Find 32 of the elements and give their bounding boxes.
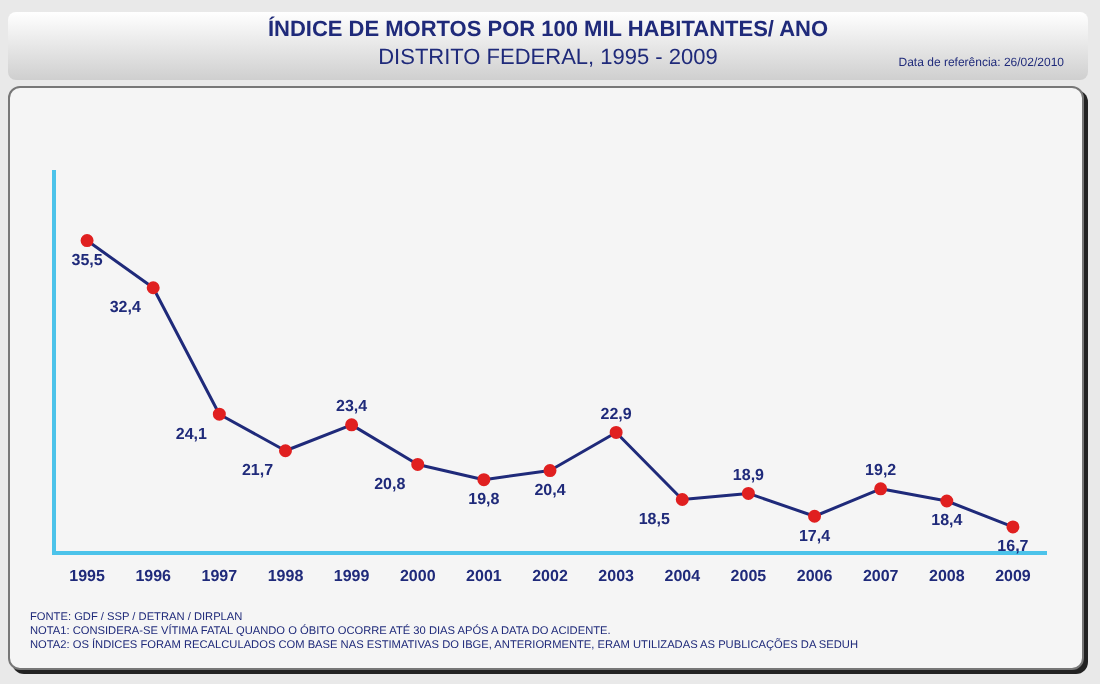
data-label: 19,2: [865, 461, 898, 480]
data-label: 19,8: [468, 490, 501, 509]
x-tick-label: 2005: [730, 566, 768, 585]
chart-title: ÍNDICE DE MORTOS POR 100 MIL HABITANTES/ ANO: [265, 18, 831, 42]
data-label: 18,5: [638, 509, 671, 528]
data-label: 22,9: [600, 404, 633, 423]
x-tick-label: 2003: [598, 566, 636, 585]
data-label: 20,8: [374, 474, 407, 493]
data-label: 23,4: [336, 397, 369, 416]
x-tick-label: 1999: [333, 566, 371, 585]
x-tick-label: 1996: [135, 566, 173, 585]
data-label: 24,1: [175, 424, 208, 443]
x-tick-label: 2002: [532, 566, 569, 585]
x-tick-label: 2009: [995, 566, 1032, 585]
data-label: 18,4: [931, 511, 964, 530]
data-label: 18,9: [732, 465, 766, 484]
x-tick-label: 2004: [664, 566, 702, 585]
data-label: 20,4: [534, 480, 567, 499]
data-label: 32,4: [109, 298, 142, 317]
x-tick-label: 1997: [201, 566, 239, 585]
x-tick-label: 1998: [267, 566, 305, 585]
x-tick-label: 1995: [69, 566, 106, 585]
x-tick-label: 2006: [796, 566, 834, 585]
data-label: 17,4: [798, 526, 832, 545]
data-label: 21,7: [241, 461, 275, 480]
x-tick-label: 2001: [466, 566, 503, 585]
x-tick-label: 2007: [862, 566, 900, 585]
x-tick-label: 2000: [399, 566, 437, 585]
data-label: 16,7: [997, 537, 1030, 556]
x-tick-label: 2008: [929, 566, 966, 585]
chart-subtitle: DISTRITO FEDERAL, 1995 - 2009: [378, 46, 718, 70]
data-label: 35,5: [71, 250, 104, 269]
